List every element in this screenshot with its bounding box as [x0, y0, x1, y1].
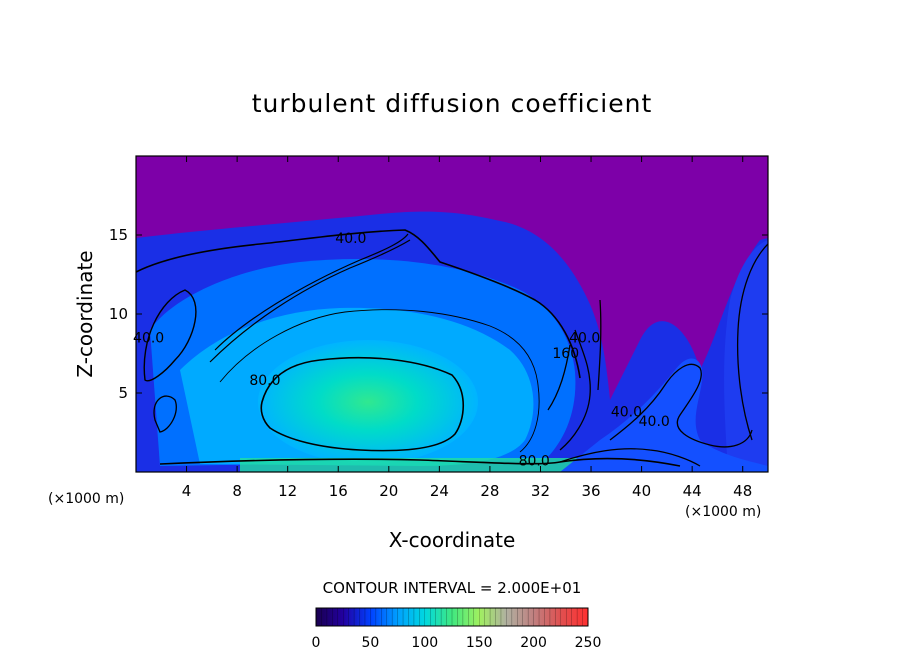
x-tick-label: 16	[329, 482, 348, 500]
contour-label: 40.0	[569, 330, 600, 346]
x-tick-label: 4	[182, 482, 192, 500]
contour-right-streaks	[547, 299, 602, 451]
x-tick-label: 8	[232, 482, 242, 500]
x-tick-label: 24	[430, 482, 449, 500]
contour-label: 160	[552, 346, 579, 362]
x-axis-label: X-coordinate	[389, 528, 516, 552]
y-axis-ticks: 5 10 15	[109, 226, 768, 402]
x-tick-label: 28	[480, 482, 499, 500]
core-region	[258, 340, 478, 464]
contour-interval: CONTOUR INTERVAL = 2.000E+01	[323, 579, 582, 597]
contour-label: 40.0	[639, 414, 670, 430]
x-tick-label: 40	[632, 482, 651, 500]
contour-40-band	[209, 239, 411, 363]
x-tick-label: 32	[531, 482, 550, 500]
contour-40-band-2	[214, 233, 409, 351]
colorbar-tick-label: 100	[411, 635, 438, 651]
contour-40-upper	[136, 229, 581, 379]
contour-label: 40.0	[611, 405, 642, 421]
x-tick-label: 12	[278, 482, 297, 500]
colorbar: 0 50 100 150 200 250	[312, 607, 602, 651]
colorbar-tick-label: 50	[361, 635, 379, 651]
chart-title: turbulent diffusion coefficient	[252, 89, 653, 118]
y-tick-label: 5	[118, 384, 128, 402]
contour-80-bottom	[159, 457, 681, 467]
contour-80	[260, 356, 464, 452]
contour-left-lobe	[143, 289, 197, 382]
contour-label: 40.0	[335, 231, 366, 247]
y-tick-label: 10	[109, 305, 128, 323]
x-tick-label: 44	[683, 482, 702, 500]
contour-right-edge	[736, 243, 768, 441]
contour-60	[219, 309, 540, 453]
right-vortex	[560, 358, 768, 472]
contour-left-small	[153, 395, 177, 433]
y-axis-label: Z-coordinate	[73, 250, 97, 377]
right-upper-lobe	[724, 240, 768, 472]
colorbar-tick-label: 250	[575, 635, 602, 651]
colorbar-tick-label: 0	[312, 635, 321, 651]
x-tick-label: 48	[733, 482, 752, 500]
x-unit-left: (×1000 m)	[48, 491, 124, 507]
surface-band	[240, 458, 660, 472]
plot-area	[136, 156, 768, 472]
contour-label: 40.0	[133, 330, 164, 346]
x-tick-label: 36	[581, 482, 600, 500]
colorbar-tick-label: 150	[466, 635, 493, 651]
x-axis-ticks: 4 8 12 16 20 24 28 32 36 40 44 48	[182, 156, 752, 500]
contour-label: 80.0	[519, 454, 550, 470]
contour-bottom-vortex	[559, 448, 701, 467]
x-tick-label: 20	[379, 482, 398, 500]
colorbar-tick-label: 200	[520, 635, 547, 651]
contour-label: 80.0	[249, 373, 280, 389]
colorbar-frame	[315, 607, 589, 627]
x-unit-right: (×1000 m)	[685, 504, 761, 520]
contour-vortex	[609, 363, 753, 448]
y-tick-label: 15	[109, 226, 128, 244]
